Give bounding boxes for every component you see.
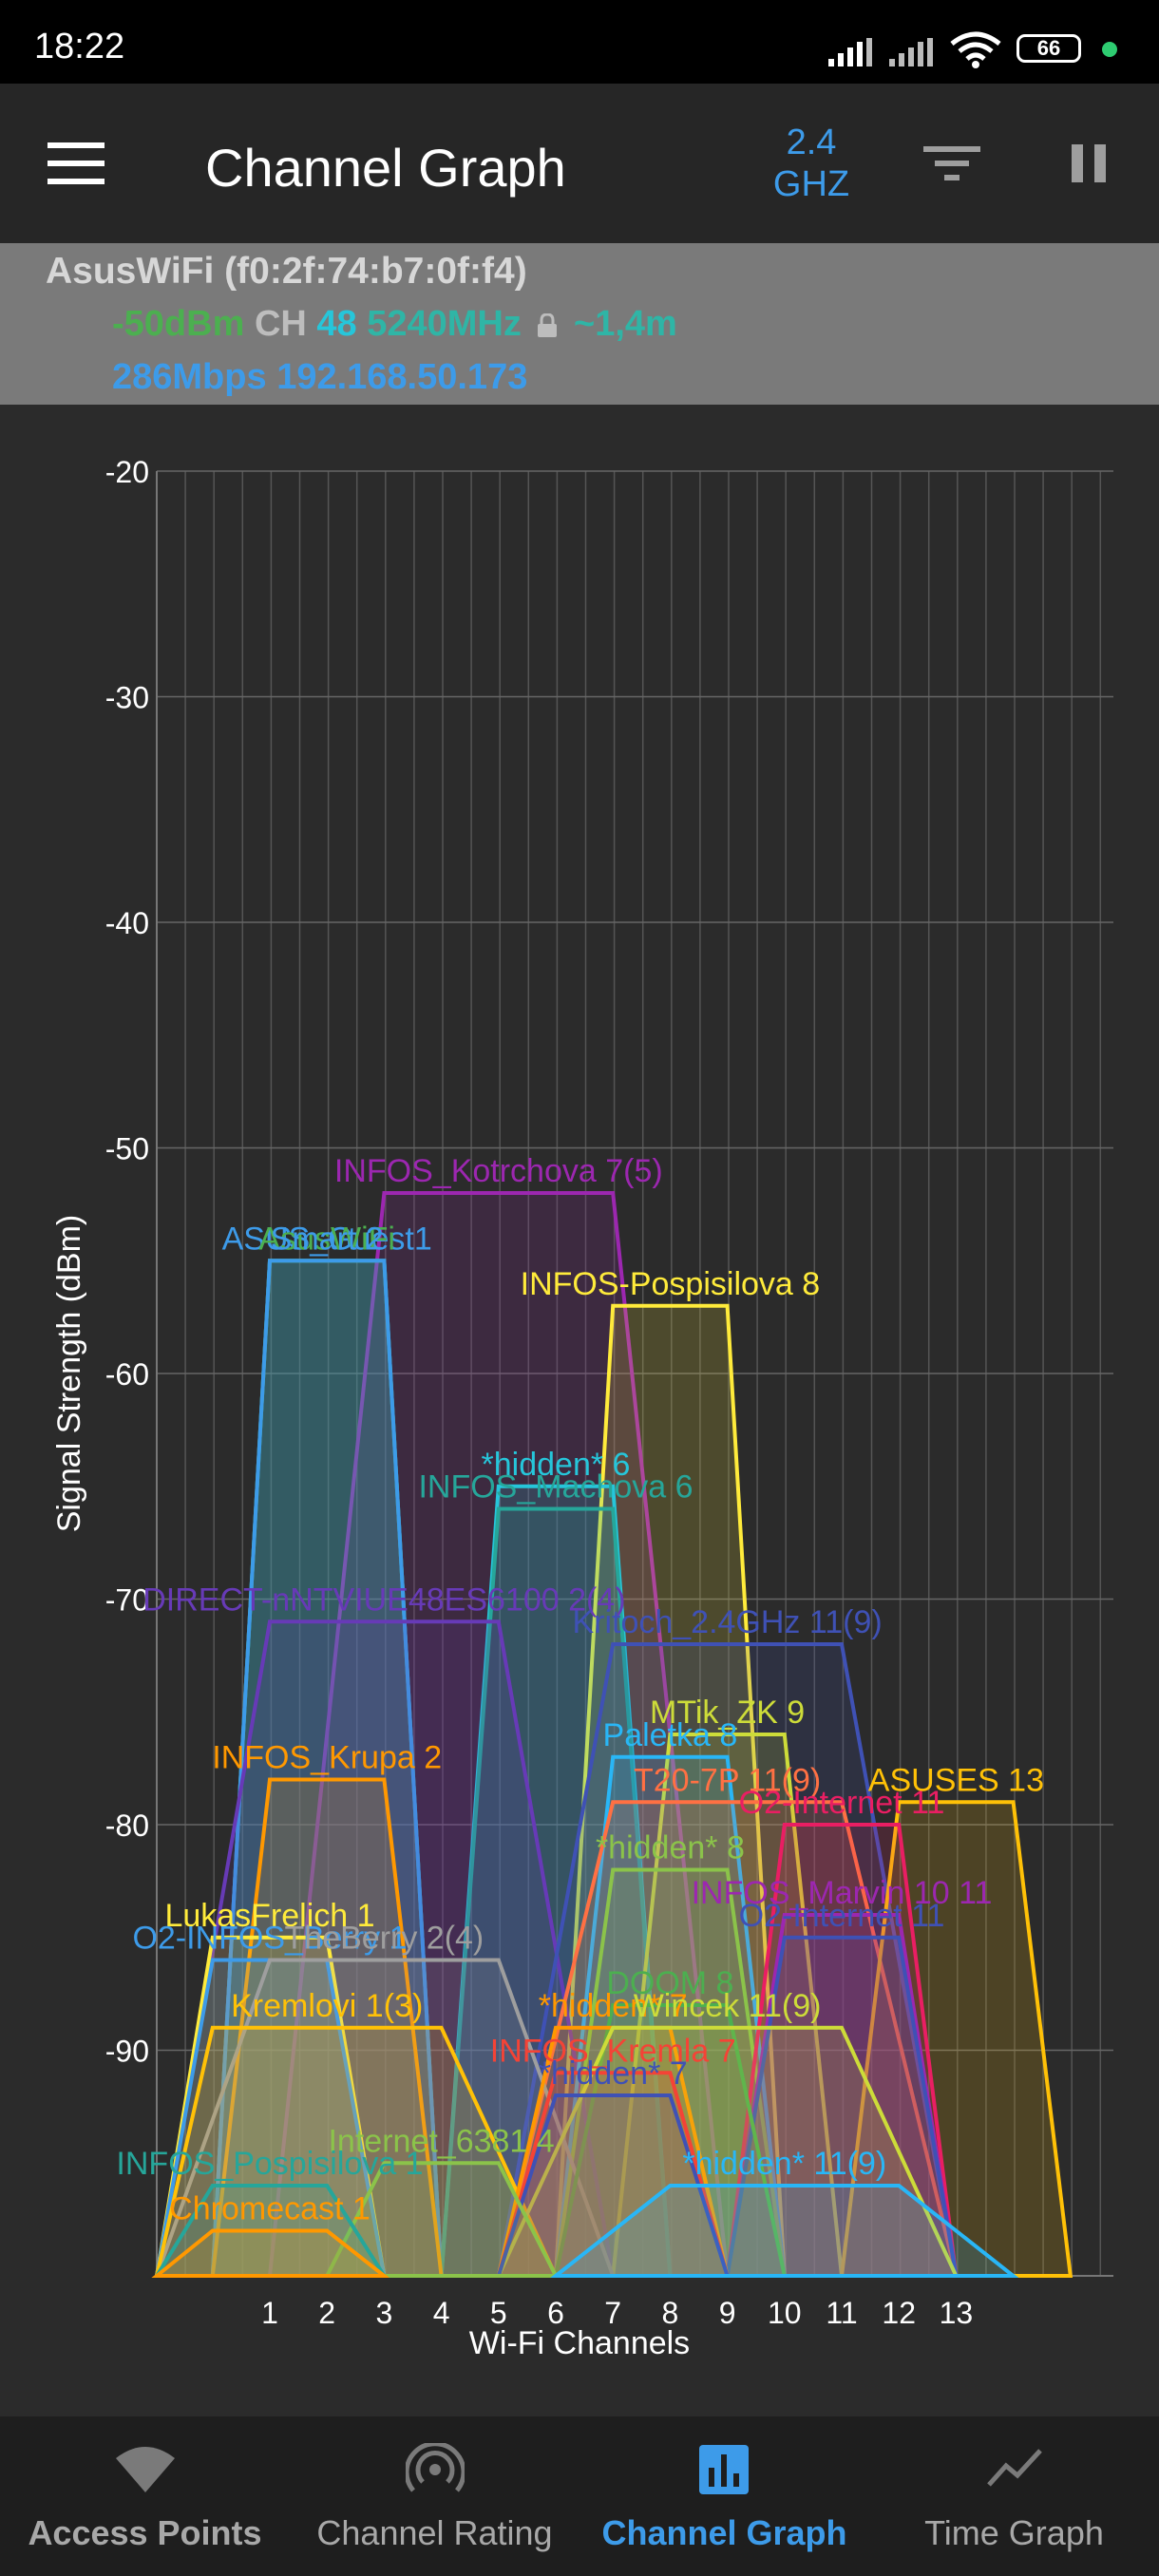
x-tick-label: 1 [261,2296,278,2330]
signal-rating-icon [406,2443,465,2492]
network-label: Paletka 8 [603,1717,738,1753]
network-label: INFOS_Marvin 10 11 [692,1875,993,1911]
nav-label: Time Graph [924,2513,1104,2552]
network-label: O2-INFOS_Berry 1 [132,1921,407,1957]
network-trace [550,2184,1019,2278]
network-label: DOOM 8 [606,1965,733,2001]
x-tick-label: 13 [940,2296,974,2330]
nav-access-points[interactable]: Access Points [0,2416,290,2576]
x-tick-label: 10 [768,2296,802,2330]
connection-speed-ip: 286Mbps 192.168.50.173 [112,357,527,398]
network-label: T20-7P 11(9) [634,1762,821,1798]
band-value: 2.4 [786,123,837,162]
lock-icon [538,313,558,337]
network-label: LukasFrelich 1 [164,1898,374,1934]
x-tick-label: 3 [376,2296,393,2330]
band-unit: GHZ [772,164,850,204]
network-label: INFOS_Machova 6 [418,1469,693,1506]
wifi-icon [116,2447,175,2492]
nav-label: Access Points [28,2513,262,2552]
network-label: Wincek 11(9) [634,1988,822,2024]
network-label: Chromecast 1 [169,2191,370,2227]
x-tick-label: 11 [826,2296,857,2330]
clock: 18:22 [34,27,125,66]
network-trace [151,2228,390,2278]
bar-chart-icon [699,2445,749,2494]
x-tick-label: 4 [433,2296,450,2330]
network-label: ASUSES 13 [868,1762,1044,1798]
network-label: MTik_ZK 9 [650,1695,805,1731]
network-label: *hidden* 11(9) [682,2146,886,2182]
page-title: Channel Graph [205,138,566,198]
y-tick-label: -50 [105,1132,149,1166]
x-tick-label: 6 [547,2296,564,2330]
pause-icon[interactable] [1070,141,1108,186]
x-tick-label: 2 [318,2296,335,2330]
network-label: Kritoch_2.4GHz 11(9) [572,1604,882,1640]
battery-indicator: 66 [1016,34,1081,63]
distance-value: ~1,4m [574,304,677,344]
network-label: INFOS-Pospisilova 8 [521,1266,821,1302]
network-label: *hidden* 6 [482,1447,631,1483]
connection-info-panel[interactable]: AsusWiFi (f0:2f:74:b7:0f:f4) -50dBm CH 4… [0,243,1159,405]
network-label: INFOS_Kremla 7 [490,2033,736,2069]
wifi-status-icon [950,31,1001,68]
y-tick-label: -40 [105,906,149,940]
network-label: DIRECT-nNTVIUE48ES6100 2(4) [142,1582,625,1618]
cellular-signal-icon [889,38,933,66]
network-label: TheBerry 2(4) [285,1921,484,1957]
y-axis-label: Signal Strength (dBm) [51,1215,87,1533]
channel-value: 48 [316,304,357,344]
band-toggle-button[interactable]: 2.4 GHZ [760,122,863,205]
connection-details: -50dBm CH 48 5240MHz ~1,4m [112,304,677,345]
channel-graph-chart: -20-30-40-50-60-70-80-901 2 3 4 5 6 7 8 9 10 11 12 1… [51,455,1113,2361]
network-label: INFOS_Kotrchova 7(5) [334,1153,663,1189]
y-tick-label: -20 [105,455,149,489]
network-label: O2-Internet 11 [739,1785,945,1821]
notification-dot [1102,42,1117,57]
x-tick-label: 9 [719,2296,736,2330]
nav-label: Channel Graph [601,2513,847,2552]
network-label: AsusWiFi [258,1221,395,1257]
channel-label: CH [254,304,307,344]
x-tick-label: 5 [490,2296,507,2330]
network-label: ASUS_Guest1 [222,1221,432,1257]
network-label: Internet_6381 4 [328,2123,554,2159]
link-speed: 286Mbps [112,357,267,397]
cellular-signal-icon [828,38,872,66]
nav-label: Channel Rating [316,2513,553,2552]
x-tick-label: 8 [662,2296,679,2330]
line-graph-icon [987,2449,1042,2487]
network-label: INFOS_Krupa 2 [212,1740,442,1776]
network-label: *hidden* 7 [539,1988,688,2024]
bottom-navigation: Access Points Channel Rating Channel Gra… [0,2416,1159,2576]
frequency-value: 5240MHz [367,304,522,344]
hamburger-menu-icon[interactable] [48,142,104,184]
nav-channel-graph[interactable]: Channel Graph [580,2416,869,2576]
nav-time-graph[interactable]: Time Graph [869,2416,1159,2576]
x-tick-label: 12 [882,2296,916,2330]
ip-address: 192.168.50.173 [276,357,528,397]
app-bar: Channel Graph 2.4 GHZ [0,84,1159,243]
network-label: Kremlovi 1(3) [231,1988,423,2024]
network-label: *hidden* 8 [596,1830,745,1866]
filter-icon[interactable] [923,142,980,184]
network-label: O2-Internet 11 [739,1898,945,1934]
connected-network-name: AsusWiFi (f0:2f:74:b7:0f:f4) [46,251,527,292]
network-label: *hidden* 7 [539,2055,688,2092]
y-tick-label: -70 [105,1583,149,1618]
x-axis-label: Wi-Fi Channels [469,2325,690,2361]
x-tick-label: 7 [604,2296,621,2330]
signal-strength: -50dBm [112,304,245,344]
status-bar: 18:22 66 [0,0,1159,84]
network-label: Smart 2 [271,1221,384,1257]
y-tick-label: -30 [105,681,149,715]
nav-channel-rating[interactable]: Channel Rating [290,2416,580,2576]
y-tick-label: -60 [105,1357,149,1392]
network-label: INFOS_Pospisilova 1 [116,2146,423,2182]
y-tick-label: -90 [105,2035,149,2069]
y-tick-label: -80 [105,1809,149,1843]
network-trace [323,2161,560,2278]
